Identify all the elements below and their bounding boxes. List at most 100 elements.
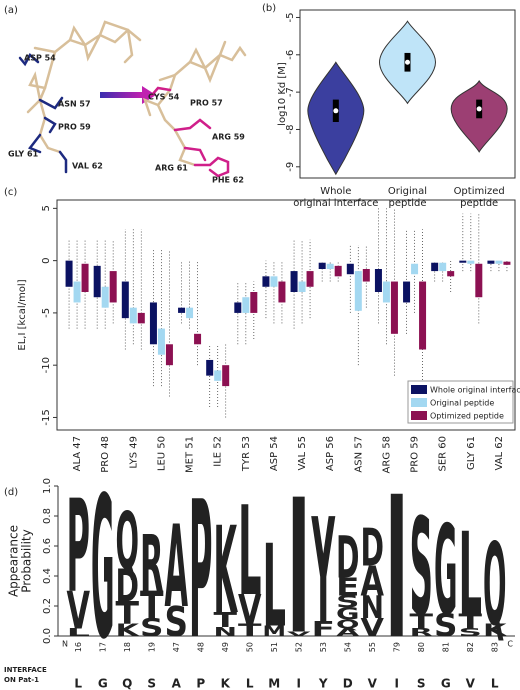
logo-letter: E (336, 572, 360, 601)
logo-letter: M (263, 623, 287, 640)
box (73, 281, 81, 303)
box (186, 307, 194, 319)
box (475, 263, 483, 298)
y-tick-label: 0.0 (42, 628, 53, 644)
box (222, 365, 230, 387)
x-tick-label: original interface (293, 198, 378, 209)
box (290, 271, 298, 292)
box (129, 307, 137, 324)
box (459, 260, 467, 263)
box (65, 260, 73, 287)
position-label: 50 (245, 642, 254, 652)
residue-label: ASP 54 (24, 54, 56, 63)
x-tick-label: ASN 57 (353, 436, 364, 473)
box (467, 260, 475, 264)
interface-residue: P (196, 677, 205, 690)
position-label: 54 (343, 642, 352, 652)
box (390, 281, 398, 334)
box (214, 370, 222, 381)
logo-letter: S (434, 608, 458, 643)
position-label: 52 (294, 642, 303, 652)
logo-letter: D (116, 560, 140, 613)
box (262, 276, 270, 287)
y-tick-label: 0 (41, 257, 52, 263)
position-label: 82 (466, 642, 475, 652)
panel-label: (c) (4, 187, 17, 198)
logo-letter: P (189, 462, 213, 682)
x-tick-label: ARG 58 (381, 436, 392, 473)
interface-residue: D (343, 677, 353, 690)
x-tick-label: ILE 52 (213, 436, 224, 467)
box (81, 263, 89, 292)
position-label: 49 (221, 642, 230, 652)
x-tick-label: GLY 61 (466, 436, 477, 470)
legend-swatch (411, 398, 427, 407)
logo-letter: R (410, 627, 434, 639)
logo-letter: V (361, 613, 385, 642)
box (109, 271, 117, 303)
logo-letter: T (214, 608, 238, 632)
interface-residue: V (466, 677, 476, 690)
box (419, 281, 427, 350)
plot-frame (299, 9, 516, 179)
x-tick-label: MET 51 (185, 436, 196, 473)
interface-residue: S (147, 677, 156, 690)
logo-letter: T (459, 610, 483, 634)
logo-letter: I (287, 460, 311, 676)
residue-label: CYS 54 (148, 93, 180, 102)
box (326, 263, 334, 269)
box (250, 292, 258, 313)
box (503, 261, 511, 265)
residue-label: PRO 57 (190, 99, 223, 108)
box (346, 263, 354, 275)
residue-label: PRO 59 (58, 123, 91, 132)
interface-residue: Y (318, 677, 328, 690)
position-label: 48 (196, 642, 205, 652)
box (121, 281, 129, 319)
box (234, 302, 242, 313)
box (382, 281, 390, 303)
logo-letter: V (238, 585, 262, 634)
logo-letter: P (67, 474, 91, 622)
interface-label: INTERFACE (4, 666, 47, 674)
logo-letter: T (116, 596, 140, 631)
interface-residue: L (74, 677, 82, 690)
legend-swatch (411, 385, 427, 394)
logo-letter: T (410, 610, 434, 634)
y-tick-label: -5 (285, 12, 296, 22)
median-dot (333, 108, 339, 114)
x-tick-label: VAL 62 (494, 436, 505, 471)
panel-label: (a) (4, 5, 18, 16)
molecule-right (142, 40, 247, 178)
logo-letter: D (336, 524, 360, 591)
logo-letter: Q (336, 617, 360, 631)
logo-letter: T (238, 621, 262, 640)
interface-residue: Q (122, 677, 132, 690)
interface-residue: I (297, 677, 301, 690)
logo-letter: L (238, 480, 262, 624)
box (431, 262, 439, 272)
box (487, 260, 495, 264)
x-tick-label: Optimized (454, 186, 505, 197)
box (194, 333, 202, 345)
x-tick-label: VAL 55 (297, 436, 308, 471)
box (178, 307, 186, 313)
y-tick-label: 1.0 (42, 478, 53, 494)
position-label: 17 (98, 642, 107, 652)
median-dot (476, 106, 482, 112)
y-tick-label: 0.2 (42, 598, 53, 614)
legend-label: Optimized peptide (430, 412, 504, 421)
n-terminus: N (62, 640, 68, 649)
x-tick-label: Original (388, 186, 427, 197)
interface-residue: L (491, 677, 499, 690)
box (137, 312, 145, 324)
y-tick-label: 0.4 (42, 568, 53, 584)
x-tick-label: SER 60 (438, 436, 449, 472)
logo-letter: N (361, 590, 385, 625)
box (149, 302, 157, 345)
molecule-left (18, 20, 142, 174)
box (374, 269, 382, 292)
interface-residue: A (172, 677, 182, 690)
y-axis-title: Probability (20, 529, 34, 592)
residue-label: ARG 61 (155, 164, 188, 173)
